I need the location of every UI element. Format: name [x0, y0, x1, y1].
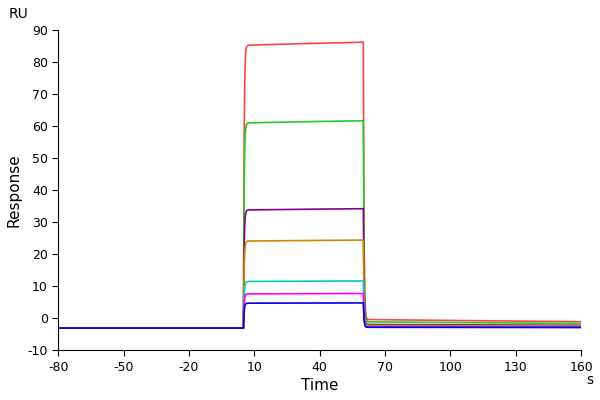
X-axis label: Time: Time [301, 378, 338, 393]
Text: s: s [586, 373, 593, 387]
Y-axis label: Response: Response [7, 154, 22, 227]
Text: RU: RU [8, 6, 28, 20]
